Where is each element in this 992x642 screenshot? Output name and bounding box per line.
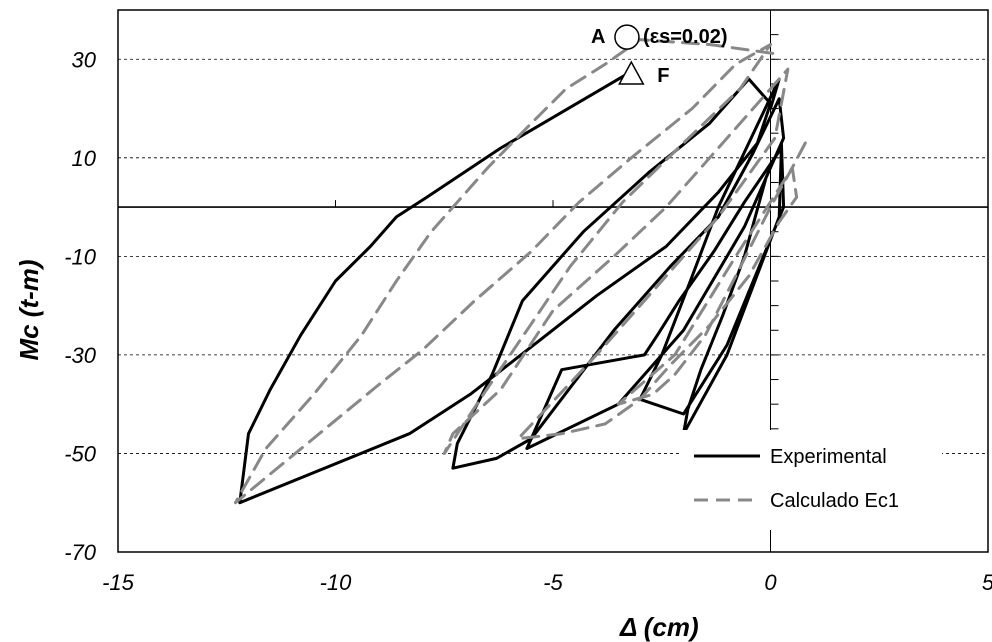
- point-f-marker: [618, 60, 645, 85]
- y-tick-label: -10: [64, 244, 97, 269]
- point-a-marker: [614, 24, 640, 50]
- tick-labels: -15-10-5053010-10-30-50-70: [64, 47, 992, 595]
- y-axis-title: Mc (t-m): [14, 259, 44, 360]
- y-tick-label: 10: [72, 146, 97, 171]
- legend-box: [682, 430, 942, 530]
- point-a-text: (εs=0.02): [643, 26, 728, 48]
- grid-lines: [118, 58, 988, 454]
- x-tick-label: 0: [764, 570, 777, 595]
- x-tick-label: -10: [320, 570, 353, 595]
- x-axis-title: Δ (cm): [619, 612, 699, 642]
- x-tick-label: -5: [543, 570, 563, 595]
- point-f-label: F: [657, 65, 669, 87]
- series-line-experimental: [238, 72, 786, 505]
- annotations: A (εs=0.02) F: [591, 24, 728, 87]
- legend-label-experimental: Experimental: [770, 446, 887, 468]
- legend-label-calculado: Calculado Ec1: [770, 490, 899, 512]
- series-line-calculado-ec1: [233, 38, 807, 505]
- y-tick-label: -30: [64, 343, 97, 368]
- y-tick-label: -50: [64, 441, 97, 466]
- point-a-label: A: [591, 26, 605, 48]
- x-tick-label: 5: [982, 570, 992, 595]
- y-tick-label: -70: [64, 540, 97, 565]
- legend: Experimental Calculado Ec1: [682, 430, 942, 530]
- series-group: [233, 38, 807, 505]
- y-tick-label: 30: [72, 47, 97, 72]
- x-tick-label: -15: [102, 570, 135, 595]
